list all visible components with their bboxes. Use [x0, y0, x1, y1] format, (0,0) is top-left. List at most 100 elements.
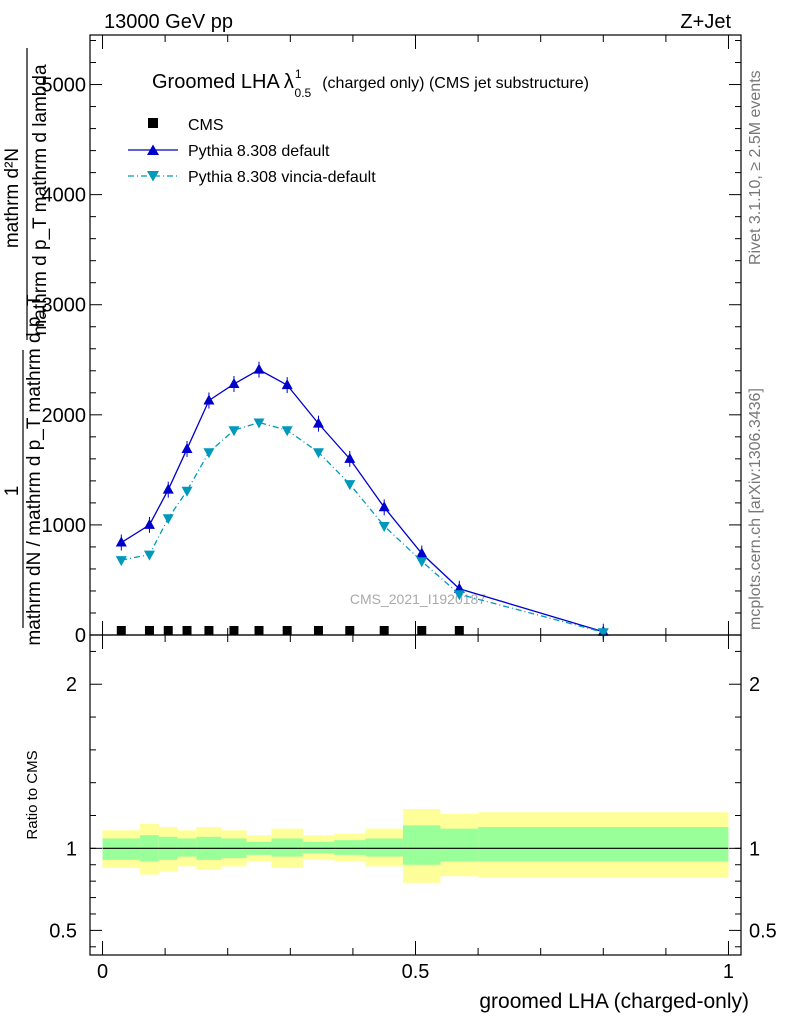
point-pythia-vincia	[597, 628, 609, 639]
watermark-label: CMS_2021_I1920187	[350, 591, 486, 607]
main-x-ticks	[102, 35, 729, 635]
plot-title: Groomed LHA λ1 0.5 (charged only) (CMS jet …	[152, 67, 589, 100]
header-energy-label: 13000 GeV pp	[104, 11, 233, 33]
ylabel-fraction-one: 1	[2, 486, 23, 497]
point-cms	[313, 626, 323, 635]
legend-cms-label: CMS	[188, 117, 224, 134]
point-cms	[144, 626, 154, 635]
point-pythia-vincia	[143, 550, 155, 561]
point-cms	[163, 626, 173, 635]
point-pythia-default	[203, 394, 215, 405]
x-tick-label: 0	[97, 961, 108, 983]
main-y-tick-label: 5000	[42, 75, 87, 97]
point-cms	[345, 626, 355, 635]
main-y-tick-label: 0	[75, 625, 86, 647]
point-pythia-default	[181, 442, 193, 453]
point-pythia-vincia	[344, 480, 356, 491]
ratio-y-tick-label: 1	[66, 838, 77, 860]
point-pythia-vincia	[162, 514, 174, 525]
point-pythia-vincia	[312, 448, 324, 459]
point-cms	[454, 626, 464, 635]
ratio-y-ticks: 0.5 0.5 1 1 2 2	[49, 650, 777, 948]
point-pythia-default	[312, 417, 324, 428]
ratio-y-axis-label: Ratio to CMS	[24, 750, 41, 839]
ratio-inner-band-bin	[402, 825, 441, 865]
ratio-bands	[102, 808, 729, 883]
legend-pythia-default-marker	[147, 144, 159, 155]
ylabel-top-denominator: mathrm d p_T mathrm d lambda	[30, 64, 51, 335]
point-cms	[116, 626, 126, 635]
ylabel-top-numerator: mathrm d²N	[2, 148, 23, 248]
point-cms	[182, 626, 192, 635]
rivet-version-label: Rivet 3.1.10, ≥ 2.5M events	[747, 70, 764, 265]
point-cms	[282, 626, 292, 635]
x-tick-label: 0.5	[402, 961, 430, 983]
point-pythia-default	[115, 536, 127, 547]
x-axis-label: groomed LHA (charged-only)	[479, 990, 749, 1013]
point-pythia-default	[344, 452, 356, 463]
main-series	[115, 361, 609, 640]
ratio-inner-band-bin	[334, 840, 366, 855]
point-pythia-default	[143, 518, 155, 529]
ratio-inner-band-bin	[102, 838, 141, 860]
x-tick-label: 1	[723, 961, 734, 983]
legend-pythia-vincia-label: Pythia 8.308 vincia-default	[188, 169, 376, 186]
plot-title-rest: (charged only) (CMS jet substructure)	[322, 75, 589, 92]
main-y-tick-label: 3000	[42, 295, 87, 317]
point-cms	[379, 626, 389, 635]
header-process-label: Z+Jet	[680, 11, 731, 33]
point-pythia-default	[453, 582, 465, 593]
point-pythia-vincia	[281, 426, 293, 437]
point-pythia-vincia	[253, 418, 265, 429]
point-pythia-default	[416, 547, 428, 558]
point-pythia-default	[162, 483, 174, 494]
point-pythia-default	[281, 379, 293, 390]
point-cms	[417, 626, 427, 635]
plot-title-lambda: λ	[284, 71, 294, 93]
mcplots-label: mcplots.cern.ch [arXiv:1306.3436]	[747, 388, 764, 630]
ratio-inner-band-bin	[177, 838, 197, 857]
ratio-y-tick-label-right: 2	[749, 674, 760, 696]
ratio-inner-band-bin	[478, 827, 729, 862]
point-pythia-vincia	[453, 590, 465, 601]
main-y-tick-label: 2000	[42, 405, 87, 427]
legend: CMS Pythia 8.308 default Pythia 8.308 vi…	[128, 117, 376, 186]
series-line-pythia-default	[120, 368, 604, 633]
point-pythia-vincia	[378, 522, 390, 533]
point-pythia-default	[378, 501, 390, 512]
ratio-x-ticks: 0 0.5 1	[97, 635, 734, 983]
point-cms	[254, 626, 264, 635]
ratio-inner-band-bin	[365, 838, 403, 857]
ratio-panel-frame	[89, 634, 742, 956]
main-y-tick-label: 4000	[42, 185, 87, 207]
main-y-tick-label: 1000	[42, 515, 87, 537]
point-cms	[229, 626, 239, 635]
ylabel-bottom-denominator: mathrm dN / mathrm d p_T mathrm d p_T	[24, 294, 45, 646]
legend-pythia-vincia-marker	[147, 171, 159, 182]
point-pythia-vincia	[416, 557, 428, 568]
point-pythia-vincia	[228, 426, 240, 437]
main-y-ticks: 0 1000 2000 3000 4000 5000	[42, 40, 741, 647]
main-y-axis-label: mathrm d²N mathrm d p_T mathrm d lambda …	[2, 48, 51, 646]
plot-title-main: Groomed LHA	[152, 71, 280, 93]
point-pythia-vincia	[203, 448, 215, 459]
ratio-y-tick-label: 2	[66, 674, 77, 696]
ratio-y-tick-label-right: 0.5	[749, 920, 777, 942]
ratio-y-tick-label-right: 1	[749, 838, 760, 860]
ratio-inner-band-bin	[440, 828, 479, 862]
point-pythia-default	[228, 377, 240, 388]
point-cms	[204, 626, 214, 635]
legend-cms-marker	[148, 118, 158, 128]
point-pythia-vincia	[115, 556, 127, 567]
ratio-panel: 0.5 0.51 12 2 0 0.5 1 Ratio to CMS groomed LH…	[24, 634, 777, 1013]
point-pythia-default	[253, 363, 265, 374]
ratio-y-tick-label: 0.5	[49, 920, 77, 942]
point-pythia-vincia	[181, 486, 193, 497]
series-line-pythia-vincia	[121, 421, 604, 633]
legend-pythia-default-label: Pythia 8.308 default	[188, 143, 330, 160]
main-panel: 0 1000 2000 3000 4000 5000 CMS_2021_I1920187	[42, 34, 742, 647]
ratio-inner-band-bin	[271, 838, 303, 857]
plot-title-sub: 0.5	[295, 86, 312, 100]
ratio-inner-band-bin	[302, 841, 335, 854]
